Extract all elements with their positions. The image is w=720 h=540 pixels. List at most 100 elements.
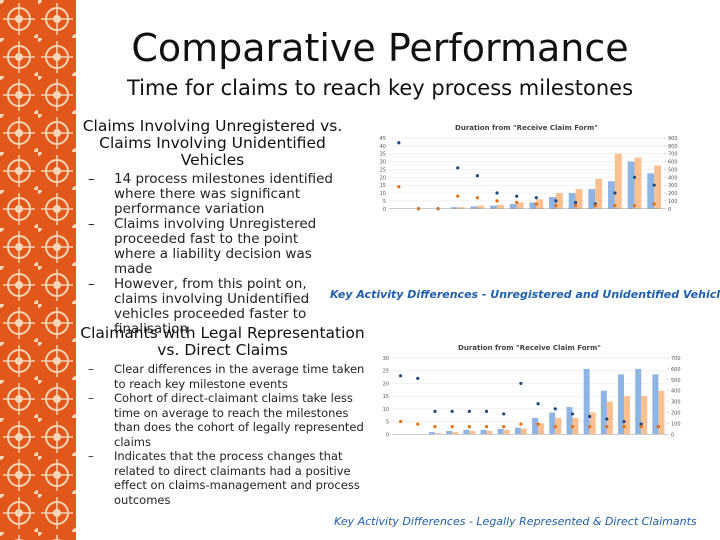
bar (635, 368, 642, 435)
y2-tick-label: 400 (668, 175, 678, 181)
bar (572, 417, 579, 435)
y2-tick-label: 0 (668, 207, 671, 213)
y-tick-label: 15 (383, 394, 389, 400)
chart-title: Duration from "Receive Claim Form" (455, 124, 598, 132)
bar (490, 205, 498, 209)
y2-tick-label: 0 (671, 432, 674, 438)
dot (554, 204, 558, 208)
dot (502, 425, 506, 429)
bar (497, 428, 504, 435)
y2-tick-label: 700 (668, 152, 678, 158)
dot (534, 202, 538, 206)
dot (632, 204, 637, 208)
bar (618, 374, 625, 435)
dot (398, 419, 403, 424)
bar (575, 189, 583, 209)
bar (555, 417, 562, 435)
bar (566, 407, 573, 435)
dot (639, 422, 643, 426)
chart-title: Duration from "Receive Claim Form" (458, 344, 601, 352)
bar (600, 390, 607, 435)
bar (583, 368, 590, 435)
y-tick-label: 5 (386, 420, 389, 426)
dot (613, 191, 617, 195)
bar (627, 161, 635, 209)
bar (652, 374, 659, 435)
dot (574, 200, 578, 205)
dot (495, 191, 499, 195)
dot (534, 196, 538, 200)
y-tick-label: 45 (380, 136, 386, 142)
dot (450, 425, 454, 429)
dot (519, 381, 523, 386)
dot (495, 199, 499, 203)
dot (484, 425, 489, 429)
bar (532, 417, 539, 435)
dot (622, 425, 626, 429)
y-tick-label: 0 (386, 432, 389, 438)
dot (639, 425, 643, 429)
y2-tick-label: 300 (668, 183, 678, 189)
dot (536, 402, 540, 406)
dot (593, 204, 597, 208)
dot (622, 419, 626, 424)
dot (515, 200, 519, 205)
bullet-list: 14 process milestones identified where t… (88, 172, 343, 337)
y-tick-label: 40 (380, 144, 386, 150)
dot (450, 409, 454, 413)
bar (588, 189, 596, 209)
y-tick-label: 0 (383, 207, 386, 213)
dot (502, 412, 506, 416)
dot (554, 199, 558, 203)
bar (450, 207, 458, 209)
dot (397, 141, 401, 145)
dot (515, 194, 519, 198)
y2-tick-label: 500 (668, 167, 678, 173)
bullet-list: Clear differences in the average time ta… (88, 362, 366, 507)
y2-tick-label: 500 (671, 378, 681, 384)
slide-subtitle: Time for claims to reach key process mil… (126, 76, 634, 100)
y-tick-label: 30 (380, 160, 386, 166)
dot (652, 183, 656, 187)
dot (652, 202, 656, 206)
bar (654, 165, 662, 209)
dot (467, 425, 471, 429)
bullet: Indicates that the process changes that … (88, 449, 366, 507)
chart-caption: Key Activity Differences - Legally Repre… (334, 515, 697, 528)
bar (641, 396, 648, 435)
y-tick-label: 10 (383, 407, 389, 413)
bullet: Clear differences in the average time ta… (88, 362, 366, 391)
dot (416, 376, 420, 380)
y2-tick-label: 200 (671, 410, 681, 416)
bullet: Cohort of direct-claimant claims take le… (88, 391, 366, 449)
dot (536, 422, 540, 426)
y2-tick-label: 400 (671, 389, 681, 395)
dot (519, 422, 523, 426)
y-tick-label: 25 (380, 167, 386, 173)
bar (514, 427, 521, 435)
dot (574, 204, 578, 208)
chart: Duration from "Receive Claim Form" 0 5 10 15… (380, 124, 678, 213)
bar (470, 206, 478, 209)
bar (658, 390, 665, 435)
bar (549, 196, 556, 209)
bar (595, 178, 603, 209)
y2-tick-label: 300 (671, 400, 681, 406)
y-tick-label: 5 (383, 199, 386, 205)
dot (456, 194, 460, 198)
dot (456, 166, 460, 170)
dot (416, 422, 420, 426)
bar (549, 412, 556, 435)
bar (446, 430, 453, 435)
bar (503, 429, 510, 435)
bar (457, 207, 465, 209)
y2-tick-label: 100 (671, 421, 681, 427)
dot (632, 175, 637, 179)
bar (509, 204, 517, 209)
bullet: However, from this point on, claims invo… (88, 277, 343, 337)
dot (570, 425, 575, 429)
bar (516, 202, 524, 209)
dot (475, 174, 479, 178)
dot (613, 204, 617, 208)
